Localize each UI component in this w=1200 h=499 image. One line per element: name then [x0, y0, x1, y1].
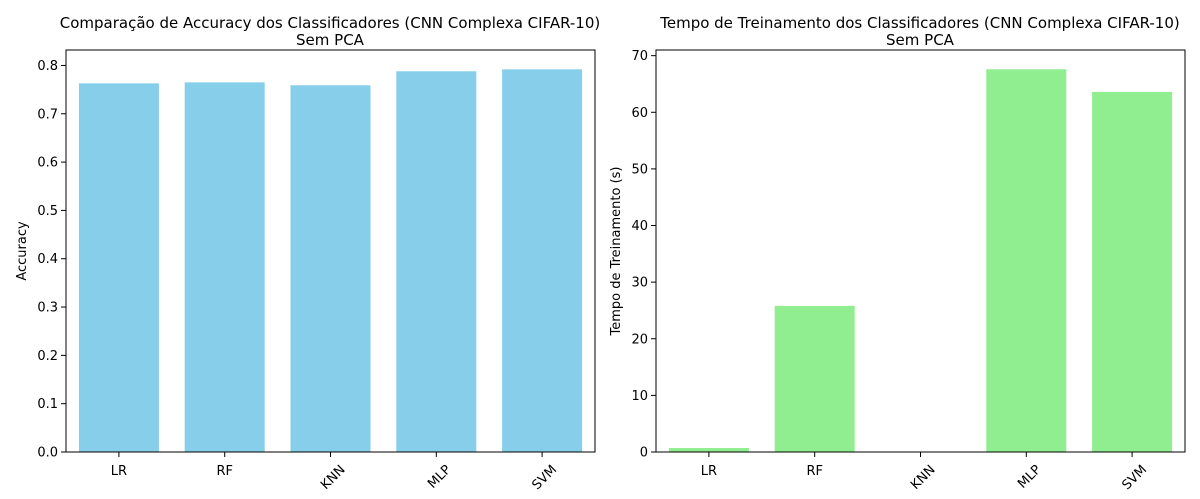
bar-mlp — [396, 71, 477, 452]
x-tick-label: MLP — [425, 462, 454, 491]
y-tick-label: 0.3 — [37, 301, 58, 316]
y-axis-label: Tempo de Treinamento (s) — [609, 166, 624, 336]
y-tick-label: 0.4 — [37, 252, 58, 267]
y-tick-label: 30 — [631, 276, 648, 291]
y-tick-label: 0.7 — [37, 107, 58, 122]
y-tick-label: 60 — [631, 106, 648, 121]
x-tick-label: LR — [111, 464, 127, 479]
chart-title: Comparação de Accuracy dos Classificador… — [60, 14, 601, 32]
bar-mlp — [986, 69, 1067, 452]
x-tick-label: KNN — [908, 462, 938, 492]
x-tick-label: LR — [701, 464, 717, 479]
y-tick-label: 70 — [631, 49, 648, 64]
y-tick-label: 40 — [631, 219, 648, 234]
bar-svm — [502, 69, 583, 453]
chart-subtitle: Sem PCA — [886, 31, 955, 49]
y-tick-label: 0.1 — [37, 397, 58, 412]
bar-svm — [1092, 91, 1173, 452]
y-axis-label: Accuracy — [15, 221, 30, 281]
x-tick-label: MLP — [1015, 462, 1044, 491]
x-tick-label: SVM — [529, 462, 560, 493]
y-tick-label: 0.6 — [37, 156, 58, 171]
x-tick-label: KNN — [318, 462, 348, 492]
y-tick-label: 20 — [631, 332, 648, 347]
y-tick-label: 10 — [631, 389, 648, 404]
bar-lr — [78, 83, 159, 453]
chart-title: Tempo de Treinamento dos Classificadores… — [659, 14, 1180, 32]
x-tick-label: RF — [216, 464, 233, 479]
bar-rf — [184, 82, 265, 453]
x-tick-label: RF — [806, 464, 823, 479]
y-tick-label: 0.8 — [37, 59, 58, 74]
y-tick-label: 0.2 — [37, 349, 58, 364]
chart-subtitle: Sem PCA — [296, 31, 365, 49]
y-tick-label: 50 — [631, 162, 648, 177]
bar-rf — [774, 305, 855, 452]
x-tick-label: SVM — [1119, 462, 1150, 493]
y-tick-label: 0.0 — [37, 446, 58, 461]
bar-lr — [668, 448, 749, 452]
y-tick-label: 0 — [640, 446, 648, 461]
y-tick-label: 0.5 — [37, 204, 58, 219]
bar-knn — [290, 85, 371, 452]
